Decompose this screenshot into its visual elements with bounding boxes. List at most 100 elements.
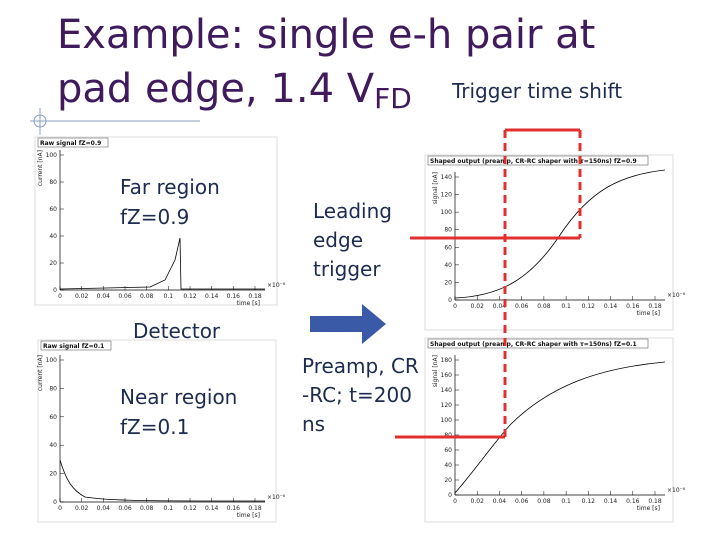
arrow xyxy=(310,304,386,344)
y-tick-label: 140 xyxy=(441,387,453,394)
x-tick-label: 0.1 xyxy=(561,303,571,310)
x-tick-label: 0.06 xyxy=(118,505,132,512)
y-tick-label: 0 xyxy=(53,287,57,294)
plot-title-box xyxy=(427,338,649,349)
y-tick-label: 80 xyxy=(444,227,452,234)
y-tick-label: 160 xyxy=(441,372,453,379)
x-tick-label: 0 xyxy=(58,293,62,300)
x-tick-label: 0.04 xyxy=(493,498,507,505)
x-tick-label: 0.04 xyxy=(493,303,507,310)
x-axis-multiplier: ×10⁻⁶ xyxy=(267,282,286,289)
label: trigger xyxy=(313,257,381,281)
x-tick-label: 0.16 xyxy=(626,498,640,505)
x-tick-label: 0.02 xyxy=(471,303,485,310)
x-axis-multiplier: ×10⁻⁶ xyxy=(667,487,686,494)
label: ns xyxy=(302,412,325,436)
x-tick-label: 0.18 xyxy=(248,293,262,300)
plot-frame xyxy=(424,337,674,523)
y-tick-label: 20 xyxy=(444,477,452,484)
x-tick-label: 0 xyxy=(58,505,62,512)
y-tick-label: 140 xyxy=(441,174,453,181)
y-tick-label: 40 xyxy=(444,262,452,269)
plot-title: Raw signal fZ=0.1 xyxy=(43,343,104,350)
x-tick-label: 0.06 xyxy=(118,293,132,300)
x-tick-label: 0.14 xyxy=(604,498,618,505)
x-tick-label: 0.02 xyxy=(75,293,89,300)
y-tick-label: 40 xyxy=(49,442,57,449)
signal-curve xyxy=(59,459,266,502)
y-tick-label: 100 xyxy=(46,357,58,364)
y-axis-label: signal [nA] xyxy=(432,172,439,204)
plot-frame xyxy=(424,154,674,331)
y-axis-label: signal [nA] xyxy=(432,355,439,387)
signal-curve xyxy=(454,169,666,299)
y-axis-label: current [nA] xyxy=(37,355,44,391)
title-line2-main: pad edge, 1.4 V xyxy=(57,66,375,112)
x-tick-label: 0.14 xyxy=(205,293,219,300)
x-tick-label: 0.08 xyxy=(537,303,551,310)
x-tick-label: 0.02 xyxy=(75,505,89,512)
x-axis-multiplier: ×10⁻⁶ xyxy=(667,292,686,299)
y-tick-label: 20 xyxy=(49,260,57,267)
x-axis-label: time [s] xyxy=(237,300,260,307)
trigger-marks xyxy=(395,128,582,439)
x-tick-label: 0.12 xyxy=(183,505,197,512)
plots: Raw signal fZ=0.9 0 0.02 0.04 0.06 0.08 0.1 0.1… xyxy=(34,136,686,523)
x-tick-label: 0.08 xyxy=(140,293,154,300)
y-tick-label: 60 xyxy=(49,414,57,421)
x-tick-label: 0.08 xyxy=(537,498,551,505)
y-tick-label: 20 xyxy=(49,471,57,478)
x-tick-label: 0.18 xyxy=(648,303,662,310)
x-tick-label: 0.02 xyxy=(471,498,485,505)
x-tick-label: 0.12 xyxy=(582,498,596,505)
plot-frame xyxy=(34,136,278,306)
y-tick-label: 60 xyxy=(444,447,452,454)
y-tick-label: 60 xyxy=(49,206,57,213)
title-line2: pad edge, 1.4 VFD xyxy=(57,66,412,115)
y-tick-label: 100 xyxy=(441,209,453,216)
x-axis-label: time [s] xyxy=(637,310,660,317)
label: Leading xyxy=(313,199,392,223)
x-tick-label: 0.06 xyxy=(515,498,529,505)
label: Far region xyxy=(120,175,220,199)
plot-title-box xyxy=(40,340,112,351)
x-axis-label: time [s] xyxy=(637,505,660,512)
y-axis-label: current [nA] xyxy=(37,150,44,186)
x-tick-label: 0 xyxy=(453,303,457,310)
y-tick-label: 120 xyxy=(441,192,453,199)
x-tick-label: 0.14 xyxy=(205,505,219,512)
label: Near region xyxy=(120,385,237,409)
x-axis-label: time [s] xyxy=(237,512,260,519)
y-tick-label: 80 xyxy=(49,179,57,186)
signal-curve xyxy=(59,237,265,290)
x-tick-label: 0.18 xyxy=(648,498,662,505)
label: fZ=0.9 xyxy=(120,205,189,229)
plot-title: Shaped output (preamp, CR-RC shaper with… xyxy=(430,341,637,348)
signal-curve xyxy=(454,361,666,494)
y-tick-label: 60 xyxy=(444,244,452,251)
x-tick-label: 0.16 xyxy=(227,293,241,300)
label: edge xyxy=(313,228,363,252)
x-tick-label: 0.14 xyxy=(604,303,618,310)
x-tick-label: 0.1 xyxy=(164,505,174,512)
x-tick-label: 0.1 xyxy=(164,293,174,300)
plot-title-box xyxy=(427,155,649,166)
y-tick-label: 120 xyxy=(441,402,453,409)
y-tick-label: 0 xyxy=(53,499,57,506)
x-tick-label: 0 xyxy=(453,498,457,505)
title-line1: Example: single e-h pair at xyxy=(57,12,595,58)
y-tick-label: 100 xyxy=(46,152,58,159)
y-tick-label: 40 xyxy=(49,233,57,240)
x-tick-label: 0.06 xyxy=(515,303,529,310)
label: Preamp, CR xyxy=(302,354,419,378)
y-tick-label: 0 xyxy=(448,297,452,304)
label: fZ=0.1 xyxy=(120,415,189,439)
x-tick-label: 0.1 xyxy=(561,498,571,505)
x-tick-label: 0.04 xyxy=(97,505,111,512)
label: -RC; t=200 xyxy=(302,383,412,407)
y-tick-label: 180 xyxy=(441,357,453,364)
y-tick-label: 40 xyxy=(444,462,452,469)
x-tick-label: 0.12 xyxy=(582,303,596,310)
